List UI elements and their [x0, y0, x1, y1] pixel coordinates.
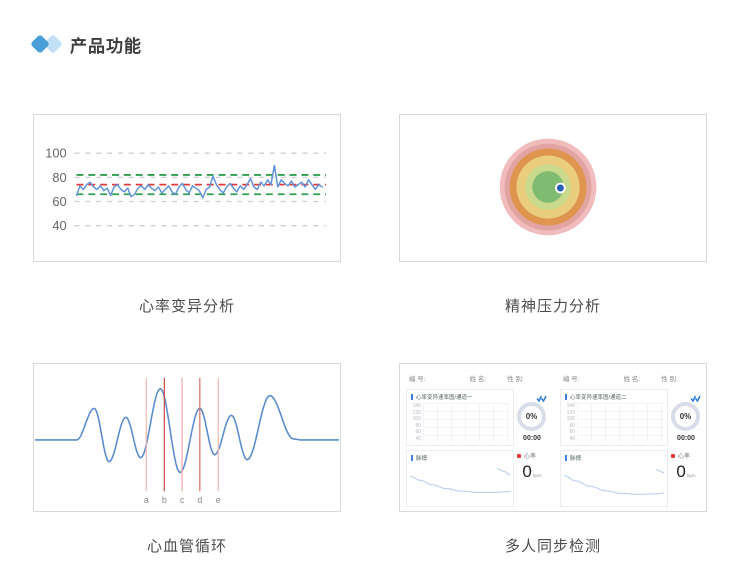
- svg-text:c: c: [180, 495, 185, 505]
- cardio-waveform-chart: a b c d e: [35, 377, 339, 505]
- session-timer: 00:00: [523, 435, 541, 442]
- mini-grid: [577, 403, 664, 442]
- svg-text:40: 40: [52, 218, 66, 233]
- diamond-dark-icon: [30, 34, 50, 54]
- monitor-dashboard-2: 编 号: 姓 名: 性 别: 心率变异速率图/通道二 140 120 100 8…: [554, 364, 708, 511]
- mini-y-axis: 140 120 100 80 60 40: [564, 403, 577, 442]
- legend-marker-icon: [517, 453, 521, 458]
- progress-percent: 0%: [679, 412, 692, 421]
- hrv-mini-plot: 140 120 100 80 60 40: [410, 403, 510, 442]
- y-tick: 140: [566, 403, 575, 409]
- pulse-mini-chart: [410, 465, 510, 503]
- cardio-circulation-panel: a b c d e: [33, 363, 341, 512]
- pulse-mini-chart: [564, 465, 664, 503]
- pulse-title-text: 脉搏: [416, 456, 428, 462]
- y-tick: 40: [569, 435, 575, 442]
- y-tick: 80: [569, 422, 575, 429]
- hrv-mini-plot: 140 120 100 80 60 40: [564, 403, 664, 442]
- y-tick: 80: [415, 422, 421, 429]
- stress-rings-chart: [499, 138, 597, 236]
- svg-text:e: e: [216, 495, 221, 505]
- sync-status-icon: [536, 395, 547, 403]
- patient-id-label: 编 号:: [409, 376, 426, 383]
- progress-donut: 0%: [517, 402, 546, 431]
- caption-stress: 精神压力分析: [504, 298, 601, 315]
- legend-marker-icon: [671, 453, 675, 458]
- hrv-channel-card: 心率变异速率图/通道二 140 120 100 80 60 40: [560, 389, 668, 446]
- hrv-channel-card-title: 心率变异速率图/通道一: [411, 393, 473, 401]
- mini-y-axis: 140 120 100 80 60 40: [410, 403, 423, 442]
- hrv-channel-title-text: 心率变异速率图/通道一: [416, 395, 473, 401]
- bpm-unit: bpm: [686, 473, 696, 478]
- stress-analysis-panel: [399, 114, 707, 262]
- sync-status-icon: [690, 395, 701, 403]
- patient-name-label: 姓 名:: [623, 376, 641, 383]
- y-tick: 60: [415, 429, 421, 436]
- pulse-card: 脉搏: [560, 450, 668, 507]
- caption-multi: 多人同步检测: [504, 538, 601, 555]
- legend-label: 心率: [524, 454, 537, 460]
- y-tick: 120: [412, 409, 421, 416]
- section-header: 产品功能: [30, 31, 142, 57]
- svg-text:80: 80: [52, 170, 66, 185]
- y-tick: 120: [566, 409, 575, 416]
- bpm-value: 0: [676, 462, 686, 481]
- section-title: 产品功能: [70, 36, 142, 56]
- hrv-channel-card: 心率变异速率图/通道一 140 120 100 80 60 40: [406, 389, 514, 446]
- svg-text:b: b: [162, 495, 167, 505]
- patient-info-row: 编 号: 姓 名: 性 别:: [409, 373, 548, 383]
- legend-label: 心率: [678, 454, 691, 460]
- multi-sync-panel: 编 号: 姓 名: 性 别: 心率变异速率图/通道一 140 120 100 8…: [399, 363, 707, 512]
- pulse-card-title: 脉搏: [411, 454, 427, 462]
- monitor-dashboard-1: 编 号: 姓 名: 性 别: 心率变异速率图/通道一 140 120 100 8…: [400, 364, 554, 511]
- pulse-card-title: 脉搏: [565, 454, 581, 462]
- y-tick: 100: [566, 416, 575, 423]
- svg-text:100: 100: [45, 146, 66, 161]
- pulse-title-text: 脉搏: [570, 456, 582, 462]
- heart-rate-legend: 心率: [517, 451, 536, 460]
- progress-donut: 0%: [671, 402, 700, 431]
- mini-grid: [423, 403, 510, 442]
- session-timer: 00:00: [677, 435, 695, 442]
- patient-gender-label: 性 别:: [507, 376, 524, 383]
- svg-text:a: a: [144, 495, 149, 505]
- hrv-channel-card-title: 心率变异速率图/通道二: [565, 393, 627, 401]
- caption-hrv: 心率变异分析: [138, 298, 235, 315]
- heart-rate-legend: 心率: [671, 451, 690, 460]
- caption-cardio: 心血管循环: [146, 538, 227, 555]
- patient-name-label: 姓 名:: [469, 376, 487, 383]
- bpm-readout: 0bpm: [665, 462, 707, 482]
- patient-info-row: 编 号: 姓 名: 性 别:: [563, 373, 702, 383]
- hrv-analysis-panel: 100 80 60 40: [33, 114, 341, 262]
- y-tick: 40: [415, 435, 421, 442]
- svg-text:60: 60: [52, 194, 66, 209]
- bpm-readout: 0bpm: [511, 462, 553, 482]
- title-bar-icon: [411, 455, 413, 461]
- pulse-card: 脉搏: [406, 450, 514, 507]
- title-bar-icon: [565, 394, 567, 400]
- hrv-line-chart: 100 80 60 40: [45, 146, 327, 233]
- patient-gender-label: 性 别:: [661, 376, 678, 383]
- y-tick: 60: [569, 429, 575, 436]
- title-bar-icon: [411, 394, 413, 400]
- progress-percent: 0%: [525, 412, 538, 421]
- y-tick: 100: [412, 416, 421, 423]
- bpm-unit: bpm: [532, 473, 542, 478]
- patient-id-label: 编 号:: [563, 376, 580, 383]
- section-diamond-icon: [30, 31, 64, 57]
- svg-text:d: d: [197, 495, 202, 505]
- title-bar-icon: [565, 455, 567, 461]
- bpm-value: 0: [522, 462, 532, 481]
- hrv-channel-title-text: 心率变异速率图/通道二: [570, 395, 627, 401]
- y-tick: 140: [412, 403, 421, 409]
